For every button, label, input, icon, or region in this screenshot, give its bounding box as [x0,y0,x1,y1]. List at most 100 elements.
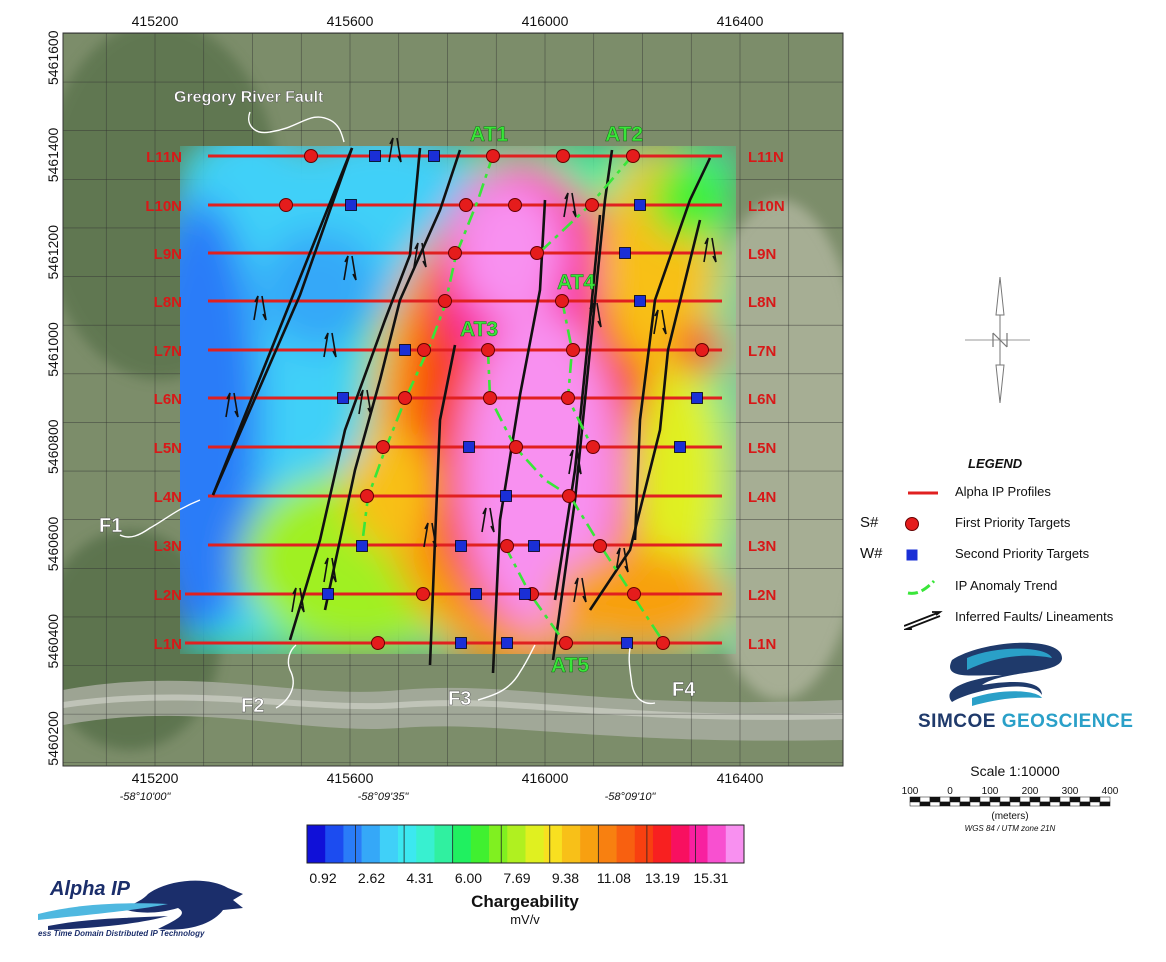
first-priority-target-marker [508,198,522,212]
colorbar-tick-label: 6.00 [455,870,482,886]
longitude-tick-label: -58°09'10" [605,791,657,803]
line-label-left: L6N [154,391,182,408]
first-priority-target-marker [448,246,462,260]
line-label-left: L5N [154,440,182,457]
scale-segment-bottom [959,801,971,807]
y-tick-label: 5461000 [45,322,61,377]
first-priority-target-marker [559,636,573,650]
fault-slip-arrow-icon [653,309,667,335]
second-priority-target-marker [500,490,512,502]
scale-segment-bottom [1019,801,1031,807]
legend-item-label: First Priority Targets [955,515,1071,530]
first-priority-target-marker [566,343,580,357]
scale-segment-top [1019,796,1031,803]
legend-symbol-blue-square-icon [906,549,918,561]
fault-slip-arrow-icon [291,587,305,613]
legend-item-label: Alpha IP Profiles [955,484,1051,499]
fault-slip-arrow-icon [388,137,402,163]
scale-segment-bottom [979,801,991,807]
fault-slip-arrow-icon [358,389,372,415]
second-priority-target-marker [634,295,646,307]
line-label-left: L2N [154,587,182,604]
x-tick-label-top: 416400 [717,13,764,29]
first-priority-target-marker [593,539,607,553]
scale-segment-top [939,796,951,803]
inferred-faults [211,137,717,674]
second-priority-target-marker [455,540,467,552]
company-name: SIMCOE GEOSCIENCE [918,711,1133,733]
fault-slip-arrow-icon [568,449,582,475]
scale-segment-top [1009,796,1021,803]
line-label-right: L10N [748,198,785,215]
first-priority-target-marker [416,587,430,601]
legend-symbol-green-dash-icon [907,579,936,595]
colorbar-swatch [379,825,399,863]
colorbar-swatch [561,825,581,863]
line-label-left: L8N [154,294,182,311]
north-arrow-icon [965,276,1030,404]
scale-segment-top [909,796,921,803]
first-priority-target-marker [626,149,640,163]
fault-line [211,147,354,496]
second-priority-target-marker [369,150,381,162]
fault-slip-arrow-icon [323,332,337,358]
second-priority-target-marker [455,637,467,649]
colorbar-swatch [543,825,563,863]
second-priority-target-marker [322,588,334,600]
colorbar-tick-label: 9.38 [552,870,579,886]
colorbar-swatch [398,825,417,863]
legend-item: IP Anomaly Trend [860,575,1160,599]
line-label-left: L1N [154,636,182,653]
alpha-brand: Alpha IP [50,878,130,901]
fault-line [491,199,547,674]
legend-item: Inferred Faults/ Lineaments [860,606,1160,630]
map-frame [62,32,844,767]
fault-leader-line [477,644,536,701]
scale-segment-top [1089,796,1101,803]
first-priority-target-marker [376,440,390,454]
scale-segment-bottom [939,801,951,807]
line-label-left: L9N [154,246,182,263]
y-tick-label: 5460200 [45,711,61,766]
second-priority-target-marker [356,540,368,552]
first-priority-target-marker [371,636,385,650]
colorbar-tick-label: 0.92 [309,870,336,886]
colorbar-tick-label: 11.08 [597,870,631,886]
first-priority-target-marker [279,198,293,212]
colorbar-swatch [416,825,435,863]
colorbar-frame [306,824,745,864]
fault-slip-arrow-icon [615,547,629,573]
x-tick-label-top: 416000 [522,13,569,29]
legend-item-label: Second Priority Targets [955,546,1090,561]
line-label-right: L6N [748,391,776,408]
second-priority-target-marker [691,392,703,404]
y-tick-label: 5460600 [45,517,61,572]
first-priority-target-marker [500,539,514,553]
scale-segment-top [979,796,991,803]
scale-segment-bottom [1059,801,1071,807]
first-priority-target-marker [656,636,670,650]
first-priority-target-marker [360,489,374,503]
anomaly-labels: AT1 AT2 AT3 AT4 AT5 [460,123,644,678]
anomaly-trend-line [486,349,666,644]
colorbar-swatch [725,825,745,863]
second-priority-target-marker [337,392,349,404]
scale-segment-top [1069,796,1081,803]
anomaly-trend-line [360,154,495,546]
first-priority-target-marker [585,198,599,212]
scale-segment-top [1099,796,1111,803]
anomaly-label-at1: AT1 [470,123,508,146]
x-tick-label-bottom: 416000 [522,770,569,786]
first-priority-target-marker [555,294,569,308]
scale-unit: (meters) [991,811,1028,822]
colorbar-swatch [325,825,344,863]
second-priority-target-marker [501,637,513,649]
colorbar-swatch [671,825,690,863]
line-label-right: L9N [748,246,776,263]
first-priority-target-marker [695,343,709,357]
fault-line [211,147,354,496]
axes: 415200 415200 415600 415600 416000 416000 4164… [45,13,764,803]
line-label-left: L7N [154,343,182,360]
longitude-tick-label: -58°09'35" [358,791,410,803]
fault-slip-arrow-icon [573,577,587,603]
